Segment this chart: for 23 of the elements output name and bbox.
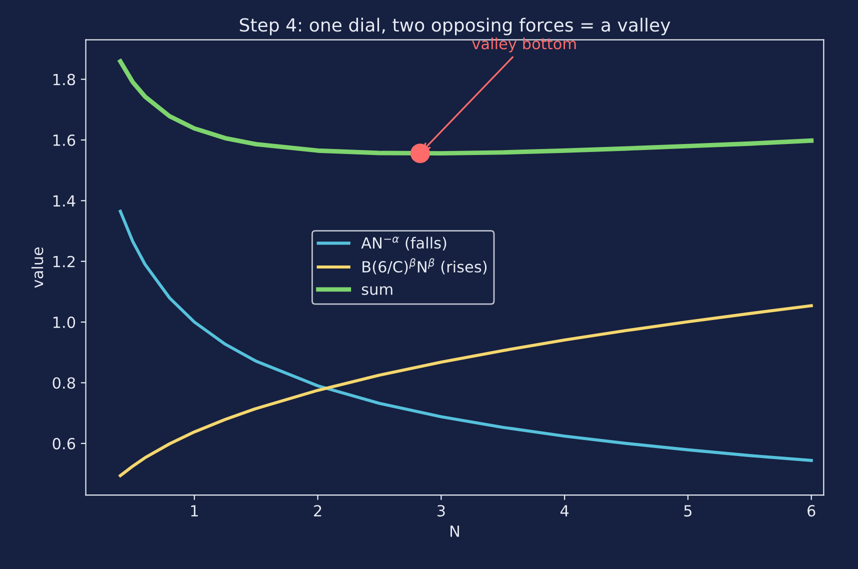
line-series [118,210,813,462]
legend-label: AN$^{−α}$ (falls) [361,236,446,250]
annotation: valley bottom [472,38,576,52]
line-series [118,304,813,478]
line-series [118,59,814,156]
x-tick-label: 4 [560,505,569,516]
x-tick-label: 6 [808,505,816,517]
chart-title: Step 4: one dial, two opposing forces = a valley [240,18,670,36]
y-axis-title: value [31,247,44,288]
x-tick-label: 1 [191,505,198,516]
legend-label: sum [362,286,392,295]
x-tick-label: 3 [437,505,445,517]
legend-label: B(6/C)$^{β}$N$^{β}$ (rises) [362,258,487,274]
x-tick-label: 2 [314,505,322,516]
x-axis-title: N [450,526,459,537]
y-tick-label: 1.0 [53,316,76,328]
x-tick-label: 5 [684,505,692,517]
y-tick-label: 1.2 [53,256,75,268]
y-tick-label: 0.6 [52,438,76,450]
y-tick-label: 1.4 [53,195,76,206]
y-tick-label: 1.8 [53,74,76,86]
y-tick-label: 0.8 [52,377,76,389]
y-tick-label: 1.6 [53,134,76,146]
